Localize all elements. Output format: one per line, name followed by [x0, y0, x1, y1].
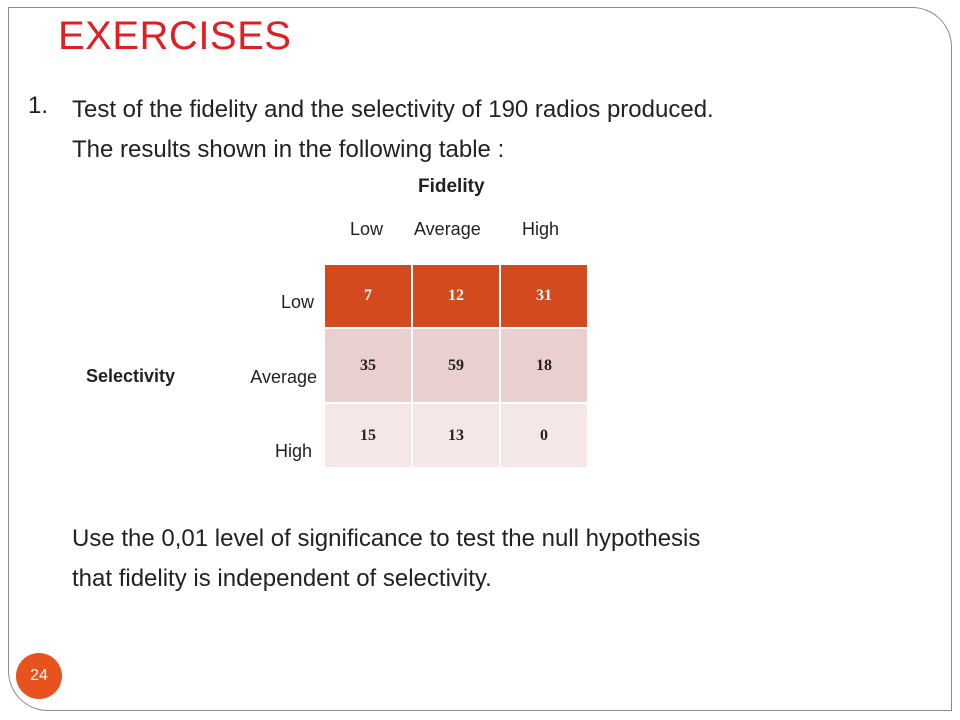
table-cell: 7: [323, 263, 413, 329]
problem-line-2: The results shown in the following table…: [72, 136, 505, 163]
table-cell: 31: [499, 263, 589, 329]
question-text: Use the 0,01 level of significance to te…: [72, 519, 700, 599]
contingency-table: 7 12 31 35 59 18 15 13 0: [323, 263, 589, 469]
table-row: 7 12 31: [323, 263, 589, 329]
table-cell: 15: [323, 402, 413, 469]
row-group-label: Selectivity: [86, 366, 176, 386]
table-cell: 35: [323, 327, 413, 404]
table-row: 35 59 18: [323, 327, 589, 404]
column-header-high: High: [522, 219, 560, 239]
row-header-average: Average: [250, 367, 317, 387]
table-row: 15 13 0: [323, 402, 589, 469]
page-number-badge: 24: [16, 653, 62, 699]
slide-title: EXERCISES: [58, 14, 292, 58]
question-line-2: that fidelity is independent of selectiv…: [72, 565, 492, 592]
slide-frame: [8, 7, 952, 711]
list-number: 1.: [28, 92, 49, 119]
column-header-average: Average: [414, 219, 481, 239]
row-header-high: High: [274, 441, 312, 461]
table-cell: 18: [499, 327, 589, 404]
table-cell: 0: [499, 402, 589, 469]
column-header-low: Low: [350, 219, 384, 239]
question-line-1: Use the 0,01 level of significance to te…: [72, 525, 701, 552]
problem-statement: Test of the fidelity and the selectivity…: [72, 90, 714, 170]
column-group-label: Fidelity: [418, 176, 485, 197]
table-cell: 12: [411, 263, 501, 329]
table-cell: 59: [411, 327, 501, 404]
table-cell: 13: [411, 402, 501, 469]
problem-line-1: Test of the fidelity and the selectivity…: [72, 96, 714, 123]
row-header-low: Low: [280, 292, 314, 312]
